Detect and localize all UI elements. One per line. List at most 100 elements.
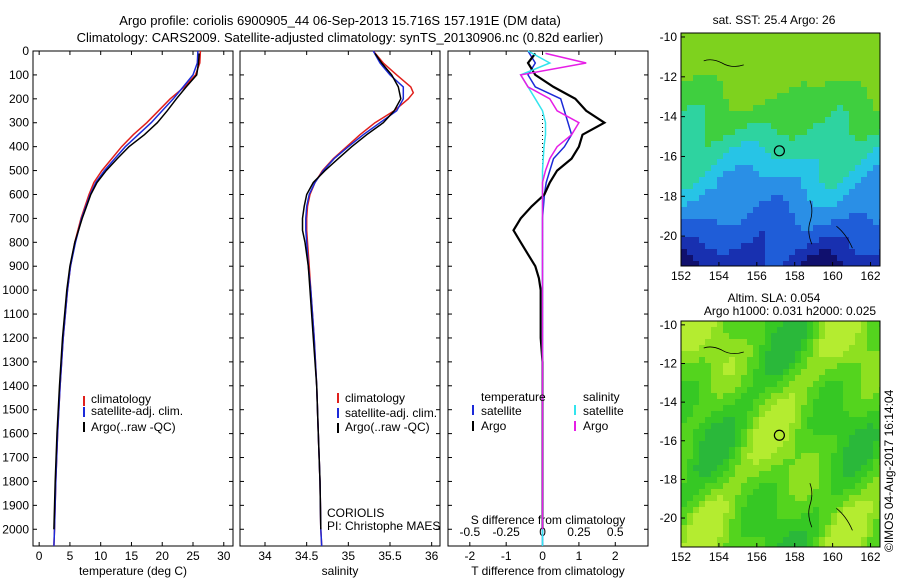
map-cell [717,465,723,471]
map-cell [825,333,831,339]
lat-tick-label: -10 [660,318,678,332]
map-cell [843,381,849,387]
map-cell [771,183,777,189]
map-cell [795,411,801,417]
map-cell [765,93,771,99]
map-cell [723,537,729,543]
map-cell [843,93,849,99]
map-cell [837,69,843,75]
sst-map-title: sat. SST: 25.4 Argo: 26 [713,13,836,27]
map-cell [735,489,741,495]
map-cell [699,69,705,75]
map-cell [837,99,843,105]
map-cell [867,381,873,387]
map-cell [729,51,735,57]
map-cell [759,177,765,183]
map-cell [759,501,765,507]
map-cell [789,111,795,117]
map-cell [747,363,753,369]
map-cell [681,195,687,201]
map-cell [717,141,723,147]
map-cell [813,405,819,411]
map-cell [813,201,819,207]
map-cell [777,117,783,123]
map-cell [855,351,861,357]
map-cell [753,531,759,537]
map-cell [813,393,819,399]
map-cell [705,177,711,183]
map-cell [711,99,717,105]
map-cell [843,57,849,63]
map-cell [771,135,777,141]
map-cell [747,249,753,255]
map-cell [801,81,807,87]
map-cell [723,495,729,501]
map-cell [873,435,879,441]
map-cell [765,51,771,57]
map-cell [705,153,711,159]
map-cell [681,477,687,483]
map-cell [831,351,837,357]
map-cell [711,495,717,501]
map-cell [705,525,711,531]
lat-tick-label: -14 [660,110,678,124]
map-cell [777,51,783,57]
map-cell [759,387,765,393]
map-cell [849,363,855,369]
map-cell [765,225,771,231]
map-cell [789,543,795,547]
map-cell [717,39,723,45]
map-cell [789,135,795,141]
map-cell [867,471,873,477]
map-cell [753,189,759,195]
map-cell [771,333,777,339]
map-cell [831,237,837,243]
map-cell [705,81,711,87]
legend-temperature: climatology satellite-adj. clim. Argo(..… [83,392,183,434]
map-cell [849,213,855,219]
series-line-argo-raw-qc- [53,53,200,530]
map-cell [681,393,687,399]
map-cell [711,123,717,129]
map-cell [687,111,693,117]
map-cell [711,165,717,171]
map-cell [837,213,843,219]
map-cell [729,393,735,399]
map-cell [861,441,867,447]
map-cell [729,411,735,417]
map-cell [753,399,759,405]
map-cell [783,381,789,387]
map-cell [801,375,807,381]
map-cell [681,231,687,237]
map-cell [735,525,741,531]
map-cell [813,219,819,225]
map-cell [693,525,699,531]
map-cell [819,123,825,129]
map-cell [855,219,861,225]
map-cell [681,489,687,495]
map-cell [867,495,873,501]
map-cell [711,93,717,99]
map-cell [705,69,711,75]
map-cell [729,255,735,261]
map-cell [789,375,795,381]
map-cell [693,531,699,537]
map-cell [825,99,831,105]
map-cell [795,333,801,339]
map-cell [687,81,693,87]
map-cell [741,99,747,105]
map-cell [777,237,783,243]
map-cell [723,261,729,266]
map-cell [837,159,843,165]
map-cell [873,537,879,543]
map-cell [873,147,879,153]
map-cell [837,531,843,537]
map-cell [765,87,771,93]
map-cell [789,75,795,81]
map-cell [741,135,747,141]
map-cell [843,189,849,195]
map-cell [819,39,825,45]
map-cell [867,165,873,171]
map-cell [861,87,867,93]
map-cell [747,537,753,543]
